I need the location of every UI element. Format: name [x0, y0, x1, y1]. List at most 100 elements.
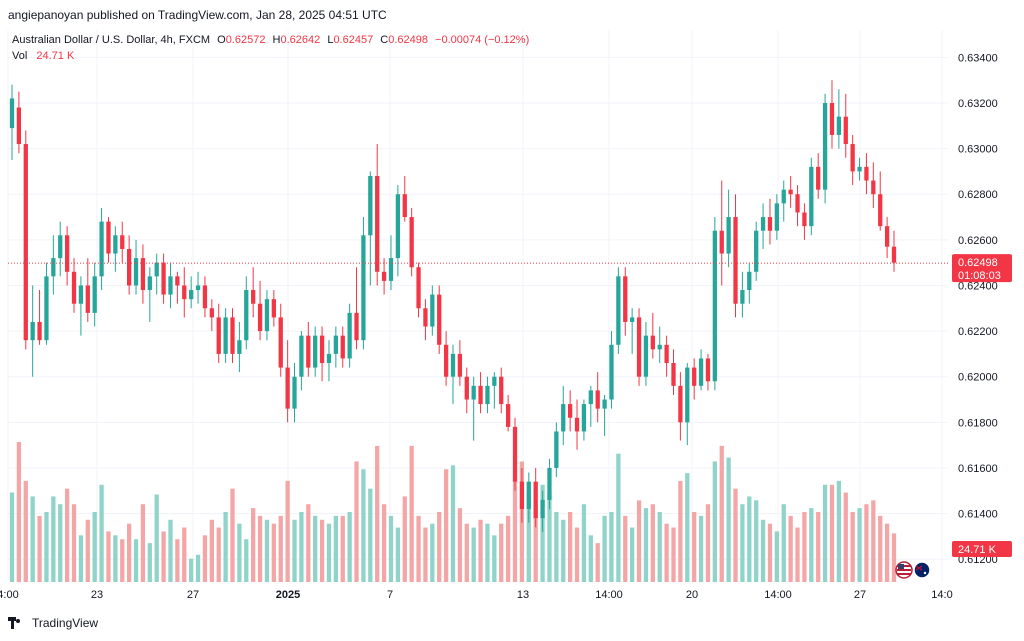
candle[interactable] — [678, 372, 683, 441]
candle[interactable] — [147, 267, 152, 322]
candle[interactable] — [292, 363, 297, 423]
candle[interactable] — [843, 93, 848, 158]
candle[interactable] — [113, 226, 118, 272]
candle[interactable] — [478, 372, 483, 414]
candle[interactable] — [829, 80, 835, 149]
candle[interactable] — [78, 276, 84, 336]
candle[interactable] — [540, 490, 545, 532]
candle[interactable] — [37, 290, 42, 345]
candle[interactable] — [106, 217, 111, 263]
candle[interactable] — [64, 226, 70, 286]
candle[interactable] — [168, 262, 173, 309]
candle[interactable] — [802, 203, 807, 240]
candle[interactable] — [698, 349, 704, 391]
candle[interactable] — [209, 299, 214, 332]
candle[interactable] — [816, 153, 821, 199]
candle[interactable] — [182, 267, 187, 318]
candle[interactable] — [313, 326, 318, 377]
candle[interactable] — [740, 271, 745, 318]
candle[interactable] — [657, 326, 662, 364]
candle[interactable] — [781, 180, 786, 222]
candle[interactable] — [857, 157, 862, 181]
candle[interactable] — [705, 353, 711, 391]
candle[interactable] — [795, 185, 800, 227]
candle[interactable] — [306, 321, 311, 377]
candle[interactable] — [127, 235, 132, 295]
candle[interactable] — [23, 130, 28, 350]
candle[interactable] — [574, 399, 580, 450]
candle[interactable] — [395, 185, 401, 277]
candle[interactable] — [533, 467, 538, 528]
candle[interactable] — [257, 280, 263, 341]
candle[interactable] — [423, 299, 428, 341]
volume-label[interactable]: Vol — [12, 50, 28, 62]
candle[interactable] — [16, 91, 22, 154]
candle[interactable] — [409, 207, 414, 277]
candle[interactable] — [99, 207, 104, 291]
candle[interactable] — [809, 157, 814, 236]
candle[interactable] — [505, 394, 511, 432]
candle[interactable] — [712, 217, 717, 391]
candle[interactable] — [437, 285, 442, 354]
candle[interactable] — [636, 308, 642, 386]
candle[interactable] — [767, 198, 773, 245]
candle[interactable] — [9, 84, 15, 161]
candle[interactable] — [299, 331, 304, 391]
candle[interactable] — [223, 308, 228, 364]
candle[interactable] — [237, 321, 242, 373]
candle[interactable] — [464, 367, 469, 414]
candle[interactable] — [244, 276, 249, 350]
candle[interactable] — [264, 290, 270, 341]
candle[interactable] — [643, 321, 649, 386]
candle[interactable] — [44, 262, 49, 345]
candle[interactable] — [333, 326, 338, 368]
candle[interactable] — [616, 267, 621, 354]
candle[interactable] — [561, 385, 566, 446]
candle[interactable] — [251, 267, 256, 318]
candle[interactable] — [747, 262, 752, 304]
candle[interactable] — [354, 267, 359, 350]
candle[interactable] — [30, 285, 35, 377]
candle[interactable] — [202, 276, 208, 318]
time-axis[interactable]: 4:00 23 27 2025 7 13 14:00 20 14:00 27 14:0 — [0, 589, 953, 601]
candle[interactable] — [485, 376, 490, 414]
candle[interactable] — [664, 335, 669, 377]
candle[interactable] — [189, 276, 194, 309]
symbol-title[interactable]: Australian Dollar / U.S. Dollar, 4h, FXC… — [12, 34, 211, 46]
candle[interactable] — [85, 258, 90, 322]
candle[interactable] — [864, 153, 869, 195]
candle[interactable] — [623, 267, 628, 336]
candle[interactable] — [692, 358, 697, 400]
candle[interactable] — [719, 180, 724, 286]
candle[interactable] — [375, 144, 380, 286]
candle[interactable] — [630, 308, 635, 354]
candle[interactable] — [788, 175, 793, 208]
candle[interactable] — [526, 472, 531, 523]
candle[interactable] — [850, 134, 855, 186]
candle[interactable] — [602, 394, 607, 437]
candle[interactable] — [588, 385, 593, 427]
candle[interactable] — [512, 417, 518, 491]
candlesticks[interactable] — [9, 80, 897, 532]
candle[interactable] — [216, 303, 221, 364]
candle[interactable] — [595, 372, 600, 423]
candle[interactable] — [726, 189, 731, 268]
candle[interactable] — [568, 390, 573, 432]
candle[interactable] — [891, 230, 897, 272]
candle[interactable] — [443, 331, 449, 386]
candle[interactable] — [836, 89, 842, 149]
currency-flags[interactable] — [895, 561, 931, 579]
candle[interactable] — [71, 258, 77, 313]
candle[interactable] — [754, 221, 759, 281]
candle[interactable] — [685, 363, 690, 446]
candle[interactable] — [416, 262, 421, 318]
candle[interactable] — [278, 303, 283, 377]
candle[interactable] — [733, 194, 738, 318]
candle[interactable] — [457, 340, 463, 386]
candle[interactable] — [671, 349, 676, 395]
tradingview-brand[interactable]: TradingView — [8, 616, 98, 630]
candle[interactable] — [871, 162, 876, 208]
candle[interactable] — [92, 262, 97, 327]
candle[interactable] — [609, 331, 614, 409]
